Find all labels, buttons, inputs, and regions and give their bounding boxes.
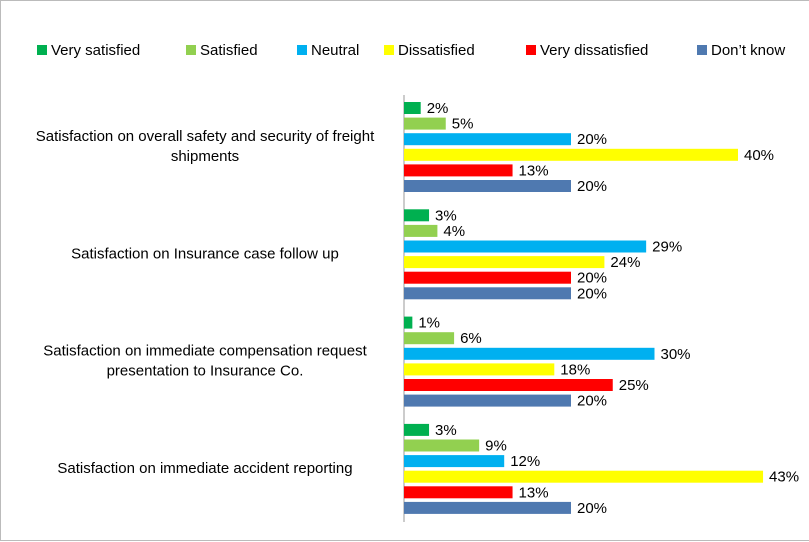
bar (404, 240, 647, 253)
category-label: Satisfaction on overall safety and secur… (36, 128, 375, 165)
bar (404, 455, 505, 468)
bar (404, 439, 480, 452)
bar (404, 164, 513, 177)
data-label: 3% (435, 422, 457, 439)
legend-item: Very satisfied (37, 42, 140, 59)
data-label: 4% (443, 223, 465, 240)
bar (404, 423, 430, 436)
legend-swatch (37, 45, 47, 55)
data-label: 6% (460, 330, 482, 347)
category-label: Satisfaction on immediate accident repor… (57, 460, 352, 477)
data-label: 13% (519, 162, 549, 179)
data-label: 5% (452, 116, 474, 133)
legend-swatch (697, 45, 707, 55)
bar (404, 501, 571, 514)
data-label: 43% (769, 469, 799, 486)
legend-label: Don’t know (711, 42, 785, 59)
legend-label: Very satisfied (51, 42, 140, 59)
bar (404, 117, 446, 130)
data-label: 3% (435, 207, 457, 224)
data-label: 20% (577, 393, 607, 410)
legend-label: Dissatisfied (398, 42, 475, 59)
legend-swatch (297, 45, 307, 55)
bar (404, 224, 438, 237)
bar (404, 363, 555, 376)
legend-item: Very dissatisfied (526, 42, 648, 59)
bar (404, 209, 430, 222)
data-label: 20% (577, 285, 607, 302)
bar (404, 133, 571, 146)
data-label: 20% (577, 131, 607, 148)
legend-item: Neutral (297, 42, 359, 59)
data-label: 29% (652, 238, 682, 255)
data-label: 18% (560, 361, 590, 378)
data-label: 20% (577, 500, 607, 517)
data-label: 40% (744, 147, 774, 164)
data-label: 20% (577, 178, 607, 195)
bar (404, 347, 655, 360)
legend-swatch (526, 45, 536, 55)
legend-item: Satisfied (186, 42, 258, 59)
bar (404, 486, 513, 499)
bar (404, 148, 738, 161)
bar (404, 394, 571, 407)
data-label: 13% (519, 484, 549, 501)
bar (404, 332, 455, 345)
data-label: 12% (510, 453, 540, 470)
bar (404, 271, 571, 284)
legend-label: Neutral (311, 42, 359, 59)
bar (404, 470, 764, 483)
bar (404, 102, 421, 114)
bar (404, 316, 413, 329)
category-label: Satisfaction on immediate compensation r… (43, 343, 367, 380)
legend-label: Very dissatisfied (540, 42, 648, 59)
data-label: 20% (577, 270, 607, 287)
legend-item: Don’t know (697, 42, 785, 59)
bar (404, 379, 613, 391)
legend-swatch (186, 45, 196, 55)
data-label: 1% (418, 315, 440, 332)
data-label: 25% (619, 377, 649, 394)
bar (404, 287, 571, 300)
data-label: 9% (485, 437, 507, 454)
legend-item: Dissatisfied (384, 42, 475, 59)
legend-label: Satisfied (200, 42, 258, 59)
data-label: 2% (427, 100, 449, 117)
data-label: 30% (661, 346, 691, 363)
data-label: 24% (610, 254, 640, 271)
category-label: Satisfaction on Insurance case follow up (71, 245, 339, 262)
bar (404, 256, 605, 269)
legend-swatch (384, 45, 394, 55)
bar (404, 180, 571, 192)
